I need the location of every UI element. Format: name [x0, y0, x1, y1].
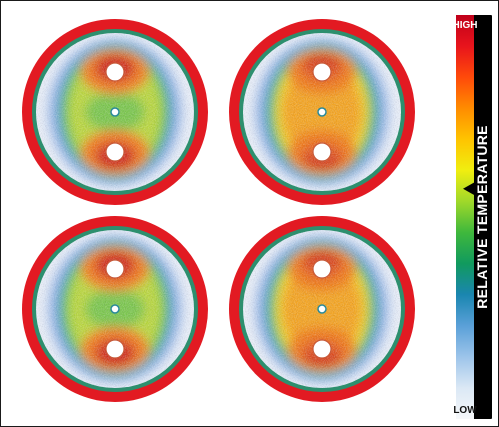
thermal-disc — [22, 19, 208, 205]
legend-high-label: HIGH — [453, 20, 478, 31]
thermal-disc — [229, 19, 415, 205]
disc-center-hole — [110, 304, 120, 314]
legend-title: RELATIVE TEMPERATURE — [474, 125, 490, 309]
thermal-disc — [229, 216, 415, 402]
legend-color-scale — [456, 15, 474, 419]
temperature-legend: HIGH LOW RELATIVE TEMPERATURE — [453, 15, 492, 419]
legend-low-label: LOW — [453, 405, 477, 416]
disc-center-hole — [317, 304, 327, 314]
disc-bottom-hole — [105, 142, 125, 162]
thermal-discs — [22, 19, 415, 402]
disc-bottom-hole — [312, 339, 332, 359]
disc-top-hole — [105, 259, 125, 279]
disc-bottom-hole — [105, 339, 125, 359]
disc-center-hole — [317, 107, 327, 117]
disc-center-hole — [110, 107, 120, 117]
level-indicator-icon — [463, 179, 479, 198]
disc-top-hole — [312, 62, 332, 82]
thermal-disc — [22, 216, 208, 402]
disc-bottom-hole — [312, 142, 332, 162]
disc-top-hole — [105, 62, 125, 82]
disc-top-hole — [312, 259, 332, 279]
